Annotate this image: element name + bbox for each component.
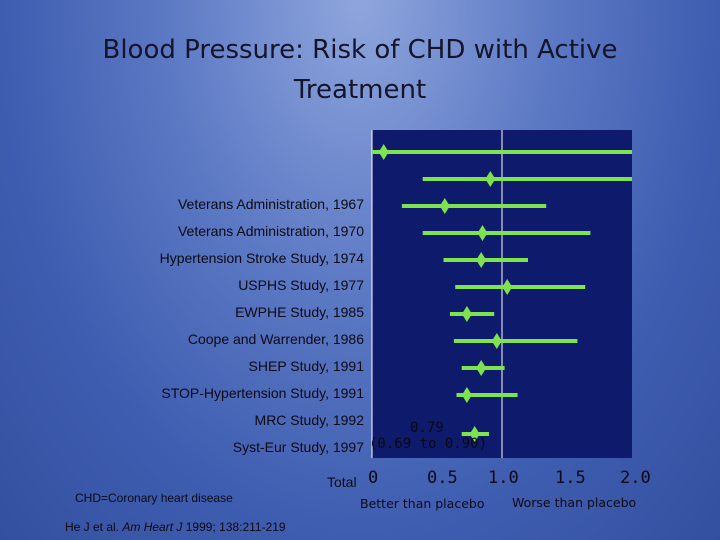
slide-title-line2: Treatment <box>293 75 427 105</box>
point-estimate-marker <box>439 198 450 214</box>
x-tick-label: 1.5 <box>555 468 586 488</box>
citation-authors: He J et al. <box>65 520 120 534</box>
study-label: USPHS Study, 1977 <box>238 277 364 293</box>
x-tick-label: 0 <box>368 468 379 488</box>
study-label: SHEP Study, 1991 <box>248 358 364 374</box>
point-estimate-marker <box>477 225 488 241</box>
total-point-label: 0.79 <box>410 420 444 436</box>
point-estimate-marker <box>476 360 487 376</box>
point-estimate-marker <box>378 144 389 160</box>
study-label: STOP-Hypertension Study, 1991 <box>161 385 364 401</box>
worse-than-placebo-label: Worse than placebo <box>512 495 637 510</box>
point-estimate-marker <box>491 333 502 349</box>
study-label: Hypertension Stroke Study, 1974 <box>159 250 364 266</box>
study-label: Veterans Administration, 1970 <box>177 223 364 239</box>
study-label: Veterans Administration, 1967 <box>177 196 364 212</box>
point-estimate-marker <box>461 306 472 322</box>
study-label: EWPHE Study, 1985 <box>235 304 364 320</box>
x-tick-label: 0.5 <box>427 468 458 488</box>
total-label: Total <box>327 474 357 490</box>
x-tick-label: 2.0 <box>620 468 651 488</box>
point-estimate-marker <box>476 252 487 268</box>
better-than-placebo-label: Better than placebo <box>360 496 485 511</box>
x-tick-label: 1.0 <box>488 468 519 488</box>
study-label: Coope and Warrender, 1986 <box>187 331 364 347</box>
footnote: CHD=Coronary heart disease <box>75 491 233 505</box>
study-label: Syst-Eur Study, 1997 <box>232 439 364 455</box>
total-point-marker <box>469 426 480 442</box>
point-estimate-marker <box>502 279 513 295</box>
slide-title: Blood Pressure: Risk of CHD with Active … <box>60 30 660 110</box>
citation-journal: Am Heart J <box>122 520 183 534</box>
point-estimate-marker <box>485 171 496 187</box>
total-ci-label: (0.69 to 0.90) <box>369 436 488 452</box>
slide-title-line1: Blood Pressure: Risk of CHD with Active <box>102 35 618 65</box>
study-label: MRC Study, 1992 <box>254 412 364 428</box>
citation-details: 1999; 138:211-219 <box>185 520 286 534</box>
citation: He J et al. Am Heart J 1999; 138:211-219 <box>65 520 286 534</box>
point-estimate-marker <box>461 387 472 403</box>
